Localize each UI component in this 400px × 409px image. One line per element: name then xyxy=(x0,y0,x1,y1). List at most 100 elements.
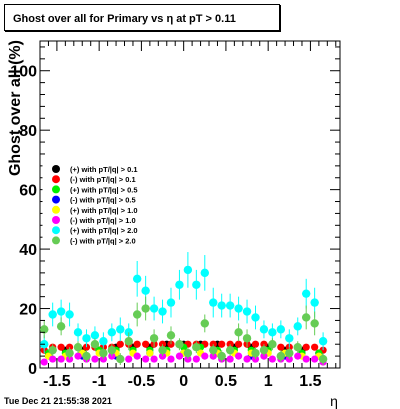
data-point xyxy=(242,334,252,343)
data-point xyxy=(226,355,234,363)
data-point xyxy=(200,268,209,278)
legend-label: (-) with pT/|q| > 0.1 xyxy=(70,175,136,184)
legend-marker xyxy=(52,236,60,245)
data-point xyxy=(49,355,57,363)
data-point xyxy=(301,313,311,322)
data-point xyxy=(132,310,142,319)
data-point xyxy=(150,355,158,363)
data-point xyxy=(116,325,125,334)
data-point xyxy=(146,349,154,357)
data-point xyxy=(158,307,167,316)
data-point xyxy=(142,355,150,363)
data-point xyxy=(125,355,133,363)
data-point xyxy=(251,313,260,322)
x-tick-label: 0.5 xyxy=(215,373,237,390)
data-point xyxy=(293,342,302,352)
data-point xyxy=(209,298,218,307)
data-point xyxy=(259,325,269,334)
y-axis-title: Ghost over all (%) xyxy=(7,40,24,176)
data-point xyxy=(310,298,319,307)
series-7 xyxy=(40,252,328,354)
data-point xyxy=(234,352,243,360)
data-point xyxy=(251,340,260,348)
y-tick-label: 80 xyxy=(19,123,37,140)
x-axis-title: η xyxy=(330,393,338,409)
legend-label: (+) with pT/|q| > 0.5 xyxy=(70,185,138,194)
x-tick-label: -0.5 xyxy=(128,373,156,390)
legend-label: (+) with pT/|q| > 0.1 xyxy=(70,165,138,174)
legend-marker xyxy=(52,165,60,173)
data-point xyxy=(48,310,57,319)
data-point xyxy=(285,334,294,343)
data-point xyxy=(311,343,319,351)
data-point xyxy=(82,351,91,361)
data-point xyxy=(57,355,65,363)
data-point xyxy=(133,340,141,348)
data-point xyxy=(301,289,311,298)
data-point xyxy=(293,322,302,331)
data-point xyxy=(234,328,243,337)
legend-box xyxy=(42,161,161,249)
data-point xyxy=(132,274,142,284)
data-point xyxy=(192,280,201,289)
data-point xyxy=(209,345,218,355)
data-point xyxy=(251,348,260,358)
data-point xyxy=(175,340,184,349)
data-point xyxy=(107,345,117,355)
data-point xyxy=(91,355,99,363)
legend-marker xyxy=(52,185,60,194)
legend-label: (-) with pT/|q| > 1.0 xyxy=(70,216,136,225)
data-point xyxy=(141,286,150,295)
data-point xyxy=(183,348,193,358)
data-point xyxy=(318,337,328,346)
data-point xyxy=(141,304,150,313)
data-point xyxy=(48,345,57,355)
data-point xyxy=(166,298,176,307)
data-point xyxy=(259,345,269,355)
y-tick-label: 100 xyxy=(10,64,37,81)
y-tick-label: 40 xyxy=(19,242,37,259)
data-point xyxy=(73,342,83,352)
data-point xyxy=(234,304,243,313)
data-point xyxy=(74,352,82,360)
data-point xyxy=(234,340,243,348)
data-point xyxy=(276,351,286,361)
data-point xyxy=(175,280,184,289)
data-point xyxy=(217,301,226,310)
legend-label: (-) with pT/|q| > 2.0 xyxy=(70,236,136,245)
legend-label: (+) with pT/|q| > 2.0 xyxy=(70,226,138,235)
data-point xyxy=(56,307,66,316)
data-point xyxy=(268,328,277,337)
data-point xyxy=(192,355,200,363)
data-point xyxy=(225,301,235,310)
data-point xyxy=(82,334,91,343)
series-8 xyxy=(40,296,328,366)
data-point xyxy=(158,345,167,355)
legend-marker xyxy=(52,226,60,235)
data-point xyxy=(183,265,193,275)
data-point xyxy=(116,354,125,364)
data-point xyxy=(276,325,286,334)
data-point xyxy=(294,352,302,360)
data-point xyxy=(149,304,159,313)
x-tick-label: 1 xyxy=(264,373,273,390)
data-point xyxy=(277,343,285,351)
data-point xyxy=(175,352,184,360)
data-point xyxy=(285,348,294,358)
data-point xyxy=(90,331,100,340)
data-point xyxy=(116,340,124,348)
data-point xyxy=(166,331,176,340)
data-point xyxy=(73,328,83,337)
legend-marker xyxy=(52,195,60,204)
data-point xyxy=(133,352,141,360)
data-point xyxy=(268,355,276,363)
data-point xyxy=(311,355,319,363)
x-tick-label: -1.5 xyxy=(43,373,71,390)
data-point xyxy=(302,355,310,363)
data-point xyxy=(217,351,226,361)
legend-marker xyxy=(52,216,60,224)
x-tick-label: 1.5 xyxy=(299,373,321,390)
data-point xyxy=(201,352,209,360)
data-point xyxy=(107,328,117,337)
